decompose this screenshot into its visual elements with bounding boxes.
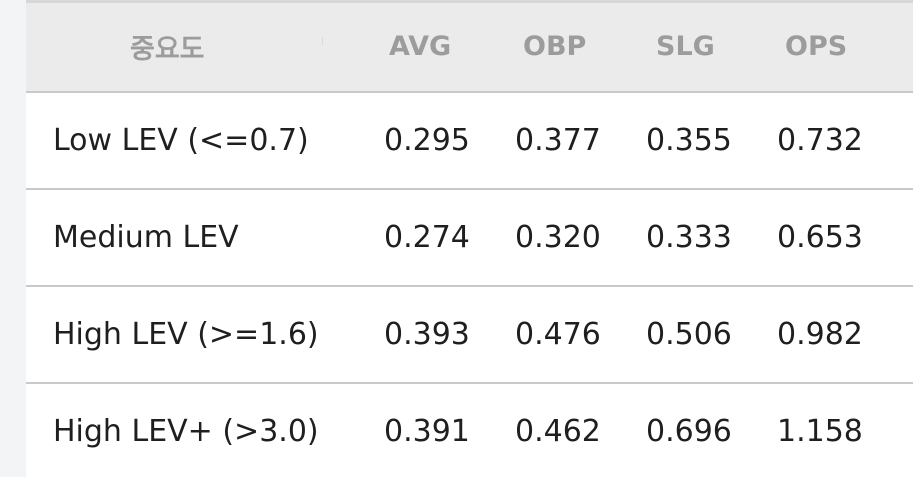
row-label: Low LEV (<=0.7) [26, 90, 356, 189]
cell-ops: 0.653 [749, 187, 913, 286]
stats-table-container: 중요도 AVG OBP SLG OPS Low LEV (<=0.7) 0.29… [26, 0, 913, 477]
cell-ops: 0.982 [749, 284, 913, 383]
table-row: Low LEV (<=0.7) 0.295 0.377 0.355 0.732 [26, 90, 913, 189]
row-label: High LEV+ (>3.0) [26, 381, 356, 477]
table-header: 중요도 AVG OBP SLG OPS [26, 0, 913, 92]
cell-slg: 0.506 [618, 284, 749, 383]
cell-avg: 0.274 [356, 187, 487, 286]
cell-slg: 0.333 [618, 187, 749, 286]
cell-obp: 0.377 [487, 90, 618, 189]
header-importance-label: 중요도 [130, 34, 205, 66]
header-avg: AVG [356, 0, 487, 92]
table-body: Low LEV (<=0.7) 0.295 0.377 0.355 0.732 … [26, 90, 913, 477]
cell-obp: 0.320 [487, 187, 618, 286]
cell-avg: 0.393 [356, 284, 487, 383]
cell-ops: 0.732 [749, 90, 913, 189]
row-label: Medium LEV [26, 187, 356, 286]
cell-ops: 1.158 [749, 381, 913, 477]
header-ops: OPS [749, 0, 913, 92]
cell-obp: 0.476 [487, 284, 618, 383]
header-importance: 중요도 [26, 0, 356, 92]
table-row: Medium LEV 0.274 0.320 0.333 0.653 [26, 187, 913, 286]
cell-obp: 0.462 [487, 381, 618, 477]
row-label: High LEV (>=1.6) [26, 284, 356, 383]
header-slg: SLG [618, 0, 749, 92]
cell-slg: 0.696 [618, 381, 749, 477]
table-row: High LEV (>=1.6) 0.393 0.476 0.506 0.982 [26, 284, 913, 383]
header-separator [322, 37, 323, 45]
cell-slg: 0.355 [618, 90, 749, 189]
header-obp: OBP [487, 0, 618, 92]
header-row: 중요도 AVG OBP SLG OPS [26, 0, 913, 92]
cell-avg: 0.295 [356, 90, 487, 189]
leverage-stats-table: 중요도 AVG OBP SLG OPS Low LEV (<=0.7) 0.29… [26, 0, 913, 477]
cell-avg: 0.391 [356, 381, 487, 477]
table-row: High LEV+ (>3.0) 0.391 0.462 0.696 1.158 [26, 381, 913, 477]
